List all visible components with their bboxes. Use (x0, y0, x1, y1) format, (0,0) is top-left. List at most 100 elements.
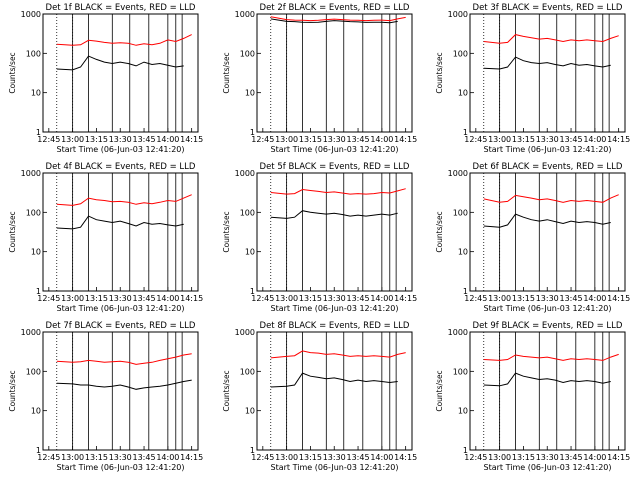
x-tick-label: 13:30 (109, 135, 132, 144)
plot-frame (469, 331, 626, 451)
x-axis-label: Start Time (06-Jun-03 12:41:20) (57, 463, 185, 472)
x-axis-label: Start Time (06-Jun-03 12:41:20) (57, 145, 185, 154)
x-tick-label: 13:45 (560, 453, 583, 462)
x-tick-label: 14:15 (180, 453, 203, 462)
x-tick-label: 13:15 (299, 453, 322, 462)
y-tick-label: 100 (240, 367, 255, 376)
x-tick-label: 14:00 (156, 453, 179, 462)
y-tick-label: 10 (31, 248, 41, 257)
y-tick-label: 1 (250, 287, 255, 296)
y-tick-label: 1000 (448, 169, 468, 178)
x-tick-label: 13:15 (85, 135, 108, 144)
x-tick-label: 13:30 (536, 135, 559, 144)
x-tick-label: 14:00 (583, 453, 606, 462)
x-axis-label: Start Time (06-Jun-03 12:41:20) (271, 304, 399, 313)
y-tick-label: 100 (240, 208, 255, 217)
x-tick-label: 14:15 (607, 453, 630, 462)
y-axis-label: Counts/sec (8, 370, 17, 411)
plot-frame (256, 331, 413, 451)
series-line (56, 55, 184, 71)
series-line (56, 194, 192, 206)
x-tick-label: 13:45 (560, 294, 583, 303)
x-tick-label: 14:15 (607, 294, 630, 303)
y-axis-label: Counts/sec (435, 211, 444, 252)
x-tick-label: 13:45 (347, 294, 370, 303)
x-tick-label: 14:00 (156, 135, 179, 144)
x-axis-label: Start Time (06-Jun-03 12:41:20) (484, 145, 612, 154)
y-axis-label: Counts/sec (222, 370, 231, 411)
y-tick-label: 10 (458, 89, 468, 98)
plot-frame (256, 172, 413, 292)
series-line (270, 16, 406, 22)
x-tick-label: 13:30 (323, 294, 346, 303)
detector-chart: Det 2f BLACK = Events, RED = LLD 12:45 13:… (222, 3, 417, 154)
x-tick-label: 13:30 (109, 453, 132, 462)
x-tick-label: 12:45 (37, 294, 60, 303)
chart-title: Det 5f BLACK = Events, RED = LLD (260, 162, 410, 172)
x-tick-label: 14:15 (180, 135, 203, 144)
y-tick-label: 1 (463, 128, 468, 137)
series-line (270, 210, 398, 219)
x-tick-label: 13:15 (512, 135, 535, 144)
y-tick-label: 1 (36, 287, 41, 296)
x-tick-label: 12:45 (251, 294, 274, 303)
x-tick-label: 13:15 (299, 294, 322, 303)
x-tick-label: 13:00 (488, 135, 511, 144)
x-axis-label: Start Time (06-Jun-03 12:41:20) (57, 304, 185, 313)
x-tick-label: 13:30 (323, 453, 346, 462)
x-tick-label: 13:15 (299, 135, 322, 144)
plot-frame (469, 13, 626, 133)
y-tick-label: 1 (463, 287, 468, 296)
y-axis-label: Counts/sec (222, 211, 231, 252)
x-tick-label: 14:00 (370, 135, 393, 144)
y-tick-label: 1000 (448, 10, 468, 19)
y-tick-label: 10 (245, 407, 255, 416)
x-tick-label: 12:45 (37, 453, 60, 462)
chart-title: Det 4f BLACK = Events, RED = LLD (46, 162, 196, 172)
series-line (483, 56, 611, 70)
y-tick-label: 100 (240, 49, 255, 58)
x-tick-label: 13:45 (560, 135, 583, 144)
x-tick-label: 13:00 (275, 294, 298, 303)
x-tick-label: 13:45 (133, 294, 156, 303)
x-axis-label: Start Time (06-Jun-03 12:41:20) (271, 463, 399, 472)
x-tick-label: 12:45 (464, 453, 487, 462)
y-tick-label: 10 (458, 407, 468, 416)
chart-title: Det 6f BLACK = Events, RED = LLD (473, 162, 623, 172)
x-tick-label: 13:15 (85, 453, 108, 462)
y-tick-label: 100 (453, 49, 468, 58)
chart-title: Det 8f BLACK = Events, RED = LLD (260, 321, 410, 331)
chart-title: Det 3f BLACK = Events, RED = LLD (473, 3, 623, 13)
x-tick-label: 14:15 (607, 135, 630, 144)
y-tick-label: 1000 (235, 328, 255, 337)
x-tick-label: 13:30 (536, 294, 559, 303)
x-tick-label: 14:00 (583, 294, 606, 303)
y-tick-label: 1000 (448, 328, 468, 337)
x-tick-label: 13:00 (275, 453, 298, 462)
x-tick-label: 12:45 (251, 453, 274, 462)
x-tick-label: 13:30 (109, 294, 132, 303)
x-tick-label: 13:45 (133, 135, 156, 144)
plot-frame (469, 172, 626, 292)
series-line (483, 353, 619, 361)
x-tick-label: 13:30 (536, 453, 559, 462)
series-line (483, 34, 619, 44)
chart-title: Det 2f BLACK = Events, RED = LLD (260, 3, 410, 13)
y-axis-label: Counts/sec (435, 52, 444, 93)
x-axis-label: Start Time (06-Jun-03 12:41:20) (484, 304, 612, 313)
series-line (56, 215, 184, 230)
x-tick-label: 12:45 (251, 135, 274, 144)
y-tick-label: 1000 (21, 169, 41, 178)
x-tick-label: 13:45 (347, 453, 370, 462)
x-tick-label: 14:15 (394, 453, 417, 462)
series-line (270, 18, 398, 24)
y-tick-label: 1000 (235, 169, 255, 178)
chart-title: Det 7f BLACK = Events, RED = LLD (46, 321, 196, 331)
x-tick-label: 14:00 (583, 135, 606, 144)
x-tick-label: 13:30 (323, 135, 346, 144)
